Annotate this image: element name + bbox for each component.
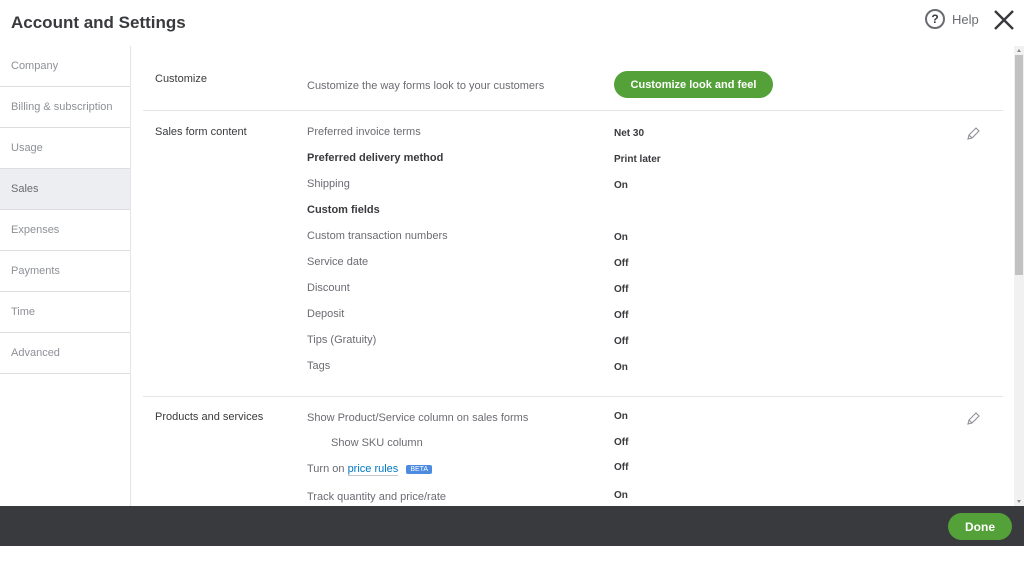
done-button[interactable]: Done [948, 513, 1012, 540]
setting-label: Tags [307, 360, 331, 372]
setting-value: On [614, 362, 628, 373]
setting-label-price-rules: Turn on price rules BETA [307, 463, 433, 476]
customize-section: Customize Customize the way forms look t… [143, 46, 1003, 111]
help-icon: ? [925, 9, 945, 29]
settings-content: Customize Customize the way forms look t… [143, 46, 1003, 506]
sidebar-item-advanced[interactable]: Advanced [0, 333, 130, 374]
setting-value: Print later [614, 154, 661, 165]
setting-value: On [614, 490, 628, 501]
help-button[interactable]: ? Help [925, 9, 979, 29]
scroll-up-icon[interactable] [1017, 49, 1021, 52]
setting-label: Show Product/Service column on sales for… [307, 412, 529, 424]
price-rules-link[interactable]: price rules [347, 463, 399, 476]
sidebar-item-company[interactable]: Company [0, 46, 130, 87]
scrollbar[interactable] [1014, 46, 1024, 506]
setting-label: Tips (Gratuity) [307, 334, 377, 346]
label-prefix: Turn on [307, 463, 348, 475]
close-icon[interactable] [992, 8, 1016, 32]
sidebar-item-label: Billing & subscription [11, 101, 113, 113]
section-label: Products and services [155, 411, 264, 423]
setting-label: Discount [307, 282, 350, 294]
setting-label: Service date [307, 256, 369, 268]
setting-value: On [614, 232, 628, 243]
page-title: Account and Settings [11, 13, 186, 32]
help-label: Help [952, 11, 979, 27]
sidebar: Company Billing & subscription Usage Sal… [0, 46, 131, 506]
sidebar-item-label: Time [11, 306, 36, 318]
footer-bar: Done [0, 506, 1024, 546]
setting-value: Off [614, 258, 629, 269]
beta-badge: BETA [406, 465, 433, 474]
setting-value: Off [614, 437, 629, 448]
setting-value: Off [614, 310, 629, 321]
customize-description: Customize the way forms look to your cus… [307, 80, 545, 92]
sidebar-item-payments[interactable]: Payments [0, 251, 130, 292]
customize-look-button[interactable]: Customize look and feel [614, 71, 773, 98]
sidebar-item-label: Usage [11, 142, 43, 154]
scroll-down-icon[interactable] [1017, 500, 1021, 503]
sidebar-item-sales[interactable]: Sales [0, 169, 130, 210]
setting-label: Preferred delivery method [307, 152, 444, 164]
pencil-icon[interactable] [965, 126, 981, 142]
setting-label: Show SKU column [331, 437, 423, 449]
sidebar-item-billing[interactable]: Billing & subscription [0, 87, 130, 128]
setting-label: Preferred invoice terms [307, 126, 421, 138]
setting-label: Deposit [307, 308, 345, 320]
setting-label: Shipping [307, 178, 350, 190]
setting-value: Off [614, 336, 629, 347]
section-label: Customize [155, 73, 207, 85]
setting-label: Custom fields [307, 204, 380, 216]
sidebar-item-label: Payments [11, 265, 60, 277]
scrollbar-thumb[interactable] [1015, 55, 1023, 275]
setting-value: Off [614, 284, 629, 295]
sidebar-item-expenses[interactable]: Expenses [0, 210, 130, 251]
sidebar-item-label: Expenses [11, 224, 60, 236]
section-label: Sales form content [155, 126, 247, 138]
sidebar-item-label: Advanced [11, 347, 60, 359]
sidebar-item-time[interactable]: Time [0, 292, 130, 333]
setting-label: Custom transaction numbers [307, 230, 448, 242]
sales-form-section[interactable]: Sales form content Preferred invoice ter… [143, 111, 1003, 397]
products-section[interactable]: Products and services Show Product/Servi… [143, 397, 1003, 506]
pencil-icon[interactable] [965, 411, 981, 427]
setting-value: On [614, 411, 628, 422]
sidebar-item-label: Sales [11, 183, 39, 195]
setting-label: Track quantity and price/rate [307, 491, 446, 503]
sidebar-item-label: Company [11, 60, 59, 72]
setting-value: Off [614, 462, 629, 473]
setting-value: On [614, 180, 628, 191]
setting-value: Net 30 [614, 128, 645, 139]
sidebar-item-usage[interactable]: Usage [0, 128, 130, 169]
